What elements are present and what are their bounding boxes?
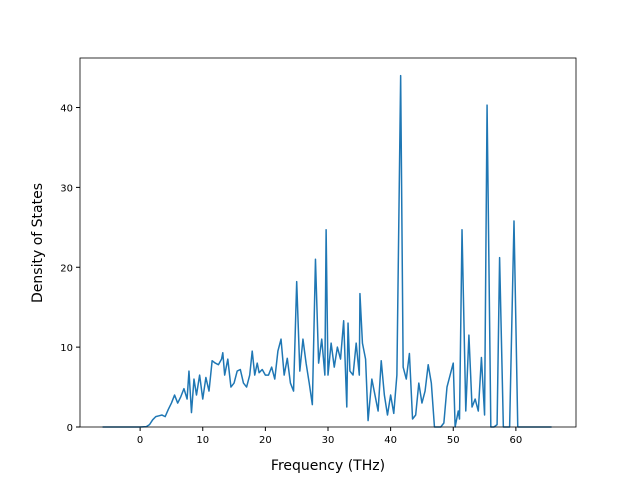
x-tick-label: 20 <box>259 435 272 446</box>
y-tick-label: 20 <box>60 263 73 274</box>
x-tick-label: 30 <box>322 435 335 446</box>
x-tick-label: 10 <box>196 435 209 446</box>
y-tick-label: 30 <box>60 183 73 194</box>
plot-frame <box>79 57 577 428</box>
x-tick-label: 50 <box>447 435 460 446</box>
y-tick-label: 40 <box>60 104 73 115</box>
y-tick-label: 0 <box>67 423 73 434</box>
y-tick-label: 10 <box>60 343 73 354</box>
data-line <box>102 74 552 428</box>
x-tick-label: 0 <box>137 435 143 446</box>
x-tick-label: 40 <box>384 435 397 446</box>
x-tick-label: 60 <box>510 435 523 446</box>
y-axis-label: Density of States <box>30 183 46 303</box>
x-axis-label: Frequency (THz) <box>271 458 385 474</box>
